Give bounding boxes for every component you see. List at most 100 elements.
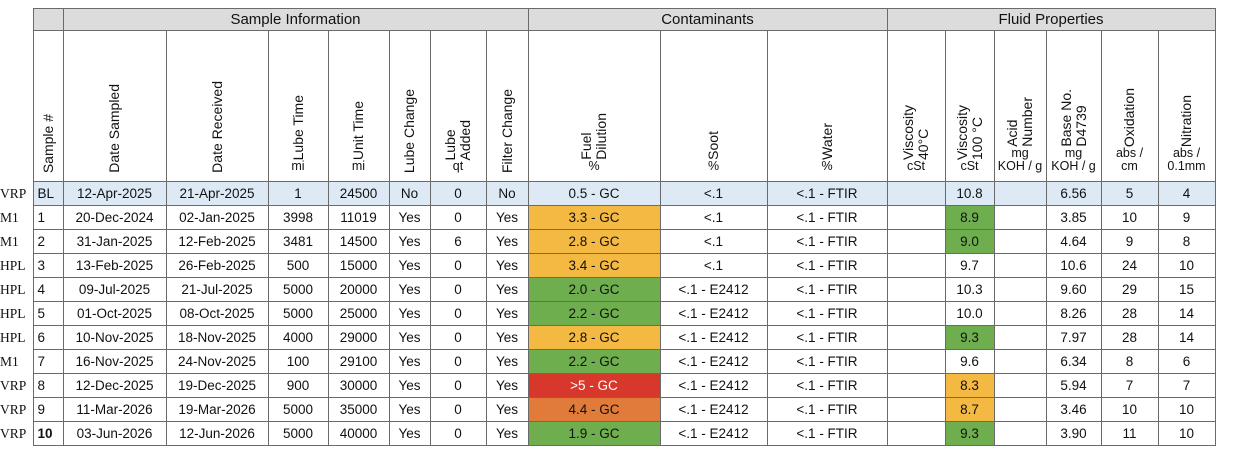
- header-lube-time: Lube Time mi: [267, 30, 329, 182]
- header-date-received-title: Date Received: [208, 81, 225, 173]
- cell-sample-number: 6: [32, 325, 64, 350]
- cell-water: <.1 - FTIR: [766, 277, 888, 302]
- cell-filter-change: Yes: [485, 253, 529, 278]
- cell-unit-time: 24500: [327, 181, 390, 206]
- cell-sample-number: BL: [32, 181, 64, 206]
- cell-fuel-dilution: 4.4 - GC: [527, 397, 661, 422]
- header-acid-number-unit: mg KOH / g: [997, 146, 1043, 173]
- cell-acid-number: [993, 277, 1047, 302]
- cell-fuel-dilution: 1.9 - GC: [527, 421, 661, 446]
- cell-lube-time: 5000: [267, 277, 329, 302]
- header-nitration-title: Nitration: [1178, 94, 1194, 147]
- cell-nitration: 15: [1157, 277, 1216, 302]
- cell-water: <.1 - FTIR: [766, 229, 888, 254]
- cell-viscosity-40c: [886, 277, 946, 302]
- cell-lube-change: Yes: [388, 397, 431, 422]
- cell-acid-number: [993, 205, 1047, 230]
- header-lube-added-unit: qt: [452, 159, 464, 173]
- cell-water: <.1 - FTIR: [766, 421, 888, 446]
- cell-water: <.1 - FTIR: [766, 373, 888, 398]
- cell-nitration: 9: [1157, 205, 1216, 230]
- cell-fuel-dilution: 2.8 - GC: [527, 229, 661, 254]
- column-header-row: Sample # Date Sampled Date Received Lube Ti…: [0, 30, 1216, 182]
- cell-nitration: 4: [1157, 181, 1216, 206]
- header-lube-added: Lube Added qt: [429, 30, 487, 182]
- header-base-number-unit: mg KOH / g: [1051, 146, 1096, 173]
- table-body: VRP BL 12-Apr-2025 21-Apr-2025 1 24500 No 0 No 0.…: [0, 181, 1216, 446]
- group-sample-information: Sample Information: [62, 8, 529, 31]
- header-date-sampled-title: Date Sampled: [106, 84, 122, 173]
- cell-lube-change: Yes: [388, 277, 431, 302]
- cell-acid-number: [993, 325, 1047, 350]
- cell-viscosity-100c: 8.9: [944, 205, 995, 230]
- cell-water: <.1 - FTIR: [766, 397, 888, 422]
- cell-water: <.1 - FTIR: [766, 205, 888, 230]
- cell-base-number: 5.94: [1045, 373, 1102, 398]
- cell-date-sampled: 11-Mar-2026: [62, 397, 167, 422]
- cell-date-received: 19-Mar-2026: [165, 397, 269, 422]
- header-soot-title: Soot: [705, 131, 721, 160]
- cell-viscosity-40c: [886, 301, 946, 326]
- header-date-received: Date Received: [165, 30, 269, 182]
- header-fuel-dilution: Fuel Dilution%: [527, 30, 661, 182]
- header-base-number: Base No. D4739 mg KOH / g: [1045, 30, 1102, 182]
- cell-nitration: 7: [1157, 373, 1216, 398]
- cell-lube-time: 5000: [267, 397, 329, 422]
- cell-date-sampled: 12-Apr-2025: [62, 181, 167, 206]
- cell-viscosity-100c: 10.3: [944, 277, 995, 302]
- cell-lube-change: Yes: [388, 421, 431, 446]
- oil-analysis-table: Sample Information Contaminants Fluid Pr…: [0, 8, 1216, 446]
- cell-soot: <.1 - E2412: [659, 277, 768, 302]
- cell-date-sampled: 12-Dec-2025: [62, 373, 167, 398]
- header-viscosity-100c: Viscosity 100 °C cSt: [944, 30, 995, 182]
- cell-soot: <.1: [659, 253, 768, 278]
- cell-filter-change: Yes: [485, 349, 529, 374]
- oil-analysis-report: Sample Information Contaminants Fluid Pr…: [0, 8, 1216, 446]
- cell-fuel-dilution: 3.4 - GC: [527, 253, 661, 278]
- cell-date-received: 19-Dec-2025: [165, 373, 269, 398]
- header-lube-change: Lube Change: [388, 30, 431, 182]
- cell-nitration: 14: [1157, 325, 1216, 350]
- cell-lube-added: 0: [429, 397, 487, 422]
- header-viscosity-100c-unit: cSt: [960, 159, 979, 173]
- cell-base-number: 7.97: [1045, 325, 1102, 350]
- cell-sample-number: 2: [32, 229, 64, 254]
- cell-oxidation: 24: [1100, 253, 1159, 278]
- header-lube-change-title: Lube Change: [401, 88, 417, 173]
- cell-lube-time: 5000: [267, 421, 329, 446]
- cell-date-sampled: 13-Feb-2025: [62, 253, 167, 278]
- cell-nitration: 14: [1157, 301, 1216, 326]
- cell-sample-number: 1: [32, 205, 64, 230]
- row-source-label: VRP: [0, 185, 27, 201]
- header-water-title: Water: [818, 123, 835, 160]
- row-source-label: VRP: [0, 425, 27, 441]
- row-source-label: M1: [0, 233, 19, 249]
- cell-soot: <.1: [659, 205, 768, 230]
- cell-base-number: 6.34: [1045, 349, 1102, 374]
- cell-filter-change: Yes: [485, 205, 529, 230]
- cell-acid-number: [993, 373, 1047, 398]
- cell-date-received: 02-Jan-2025: [165, 205, 269, 230]
- table-row: M1 1 20-Dec-2024 02-Jan-2025 3998 11019 Yes 0 Ye…: [0, 205, 1216, 230]
- cell-lube-change: Yes: [388, 349, 431, 374]
- cell-filter-change: Yes: [485, 277, 529, 302]
- cell-filter-change: Yes: [485, 397, 529, 422]
- cell-date-sampled: 20-Dec-2024: [62, 205, 167, 230]
- cell-base-number: 4.64: [1045, 229, 1102, 254]
- cell-viscosity-40c: [886, 349, 946, 374]
- header-soot-unit: %: [707, 159, 720, 173]
- cell-date-received: 18-Nov-2025: [165, 325, 269, 350]
- cell-unit-time: 29100: [327, 349, 390, 374]
- header-oxidation: Oxidation abs / cm: [1100, 30, 1159, 182]
- header-unit-time-title: Unit Time: [350, 100, 366, 160]
- cell-soot: <.1 - E2412: [659, 373, 768, 398]
- cell-viscosity-100c: 10.8: [944, 181, 995, 206]
- cell-lube-added: 0: [429, 277, 487, 302]
- header-water: Water%: [766, 30, 888, 182]
- cell-date-sampled: 03-Jun-2026: [62, 421, 167, 446]
- cell-soot: <.1 - E2412: [659, 397, 768, 422]
- table-row: M1 7 16-Nov-2025 24-Nov-2025 100 29100 Yes 0 Yes…: [0, 349, 1216, 374]
- cell-acid-number: [993, 397, 1047, 422]
- label-header-spacer: [0, 8, 33, 31]
- cell-viscosity-40c: [886, 253, 946, 278]
